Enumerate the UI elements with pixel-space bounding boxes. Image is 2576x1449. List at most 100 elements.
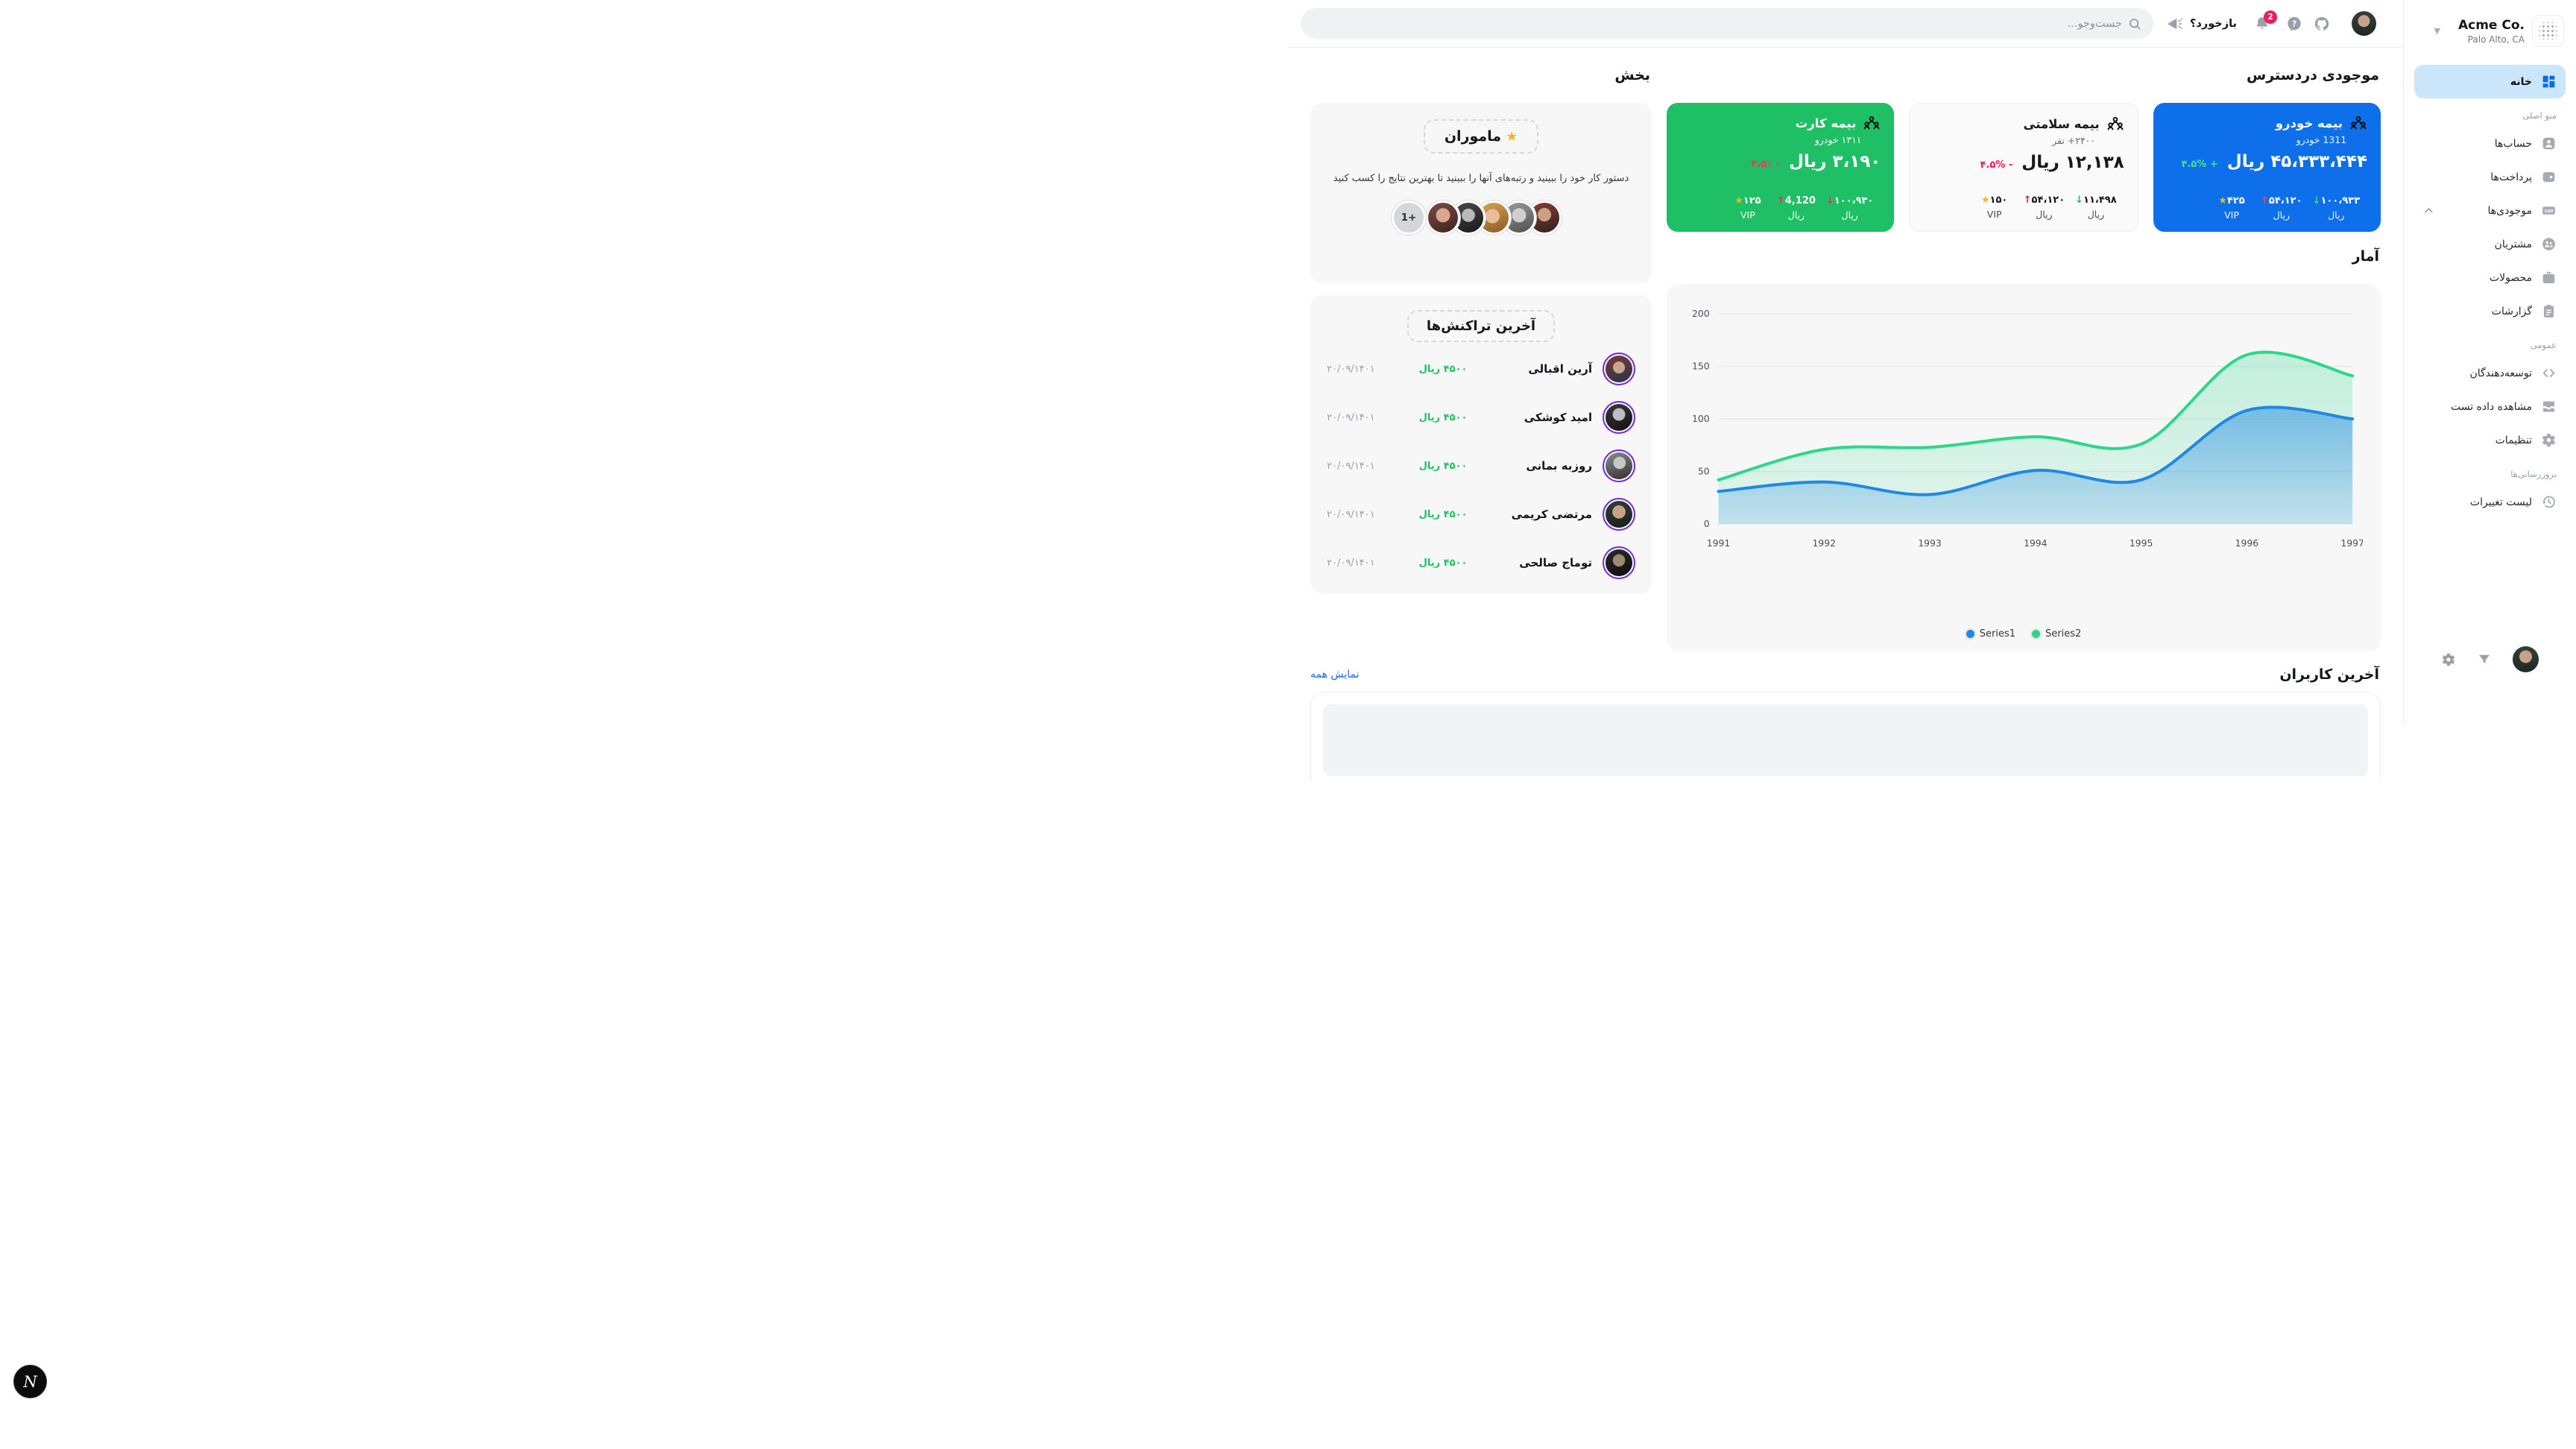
gear-icon[interactable] xyxy=(2441,652,2456,667)
company-switcher[interactable]: Acme Co. Palo Alto, CA ▼ xyxy=(2414,13,2566,54)
avatar-more-count[interactable]: 1+ xyxy=(1392,201,1426,235)
agents-description: دستور کار خود را ببینید و رتبه‌های آنها … xyxy=(1333,173,1629,184)
team-icon xyxy=(2106,115,2124,133)
transaction-date: ۲۰/۰۹/۱۴۰۱ xyxy=(1327,363,1375,375)
avatar xyxy=(1603,546,1635,579)
users-table-card xyxy=(1310,692,2381,781)
transaction-row[interactable]: آرین اقبالی ۴۵۰۰ ریال ۲۰/۰۹/۱۴۰۱ xyxy=(1327,353,1635,385)
search-icon xyxy=(2130,18,2141,29)
avatar xyxy=(1603,401,1635,434)
transaction-row[interactable]: مرتضی کریمی ۴۵۰۰ ریال ۲۰/۰۹/۱۴۰۱ xyxy=(1327,498,1635,531)
card-stat: ۴۲۵★ VIP xyxy=(2218,195,2245,221)
transaction-row[interactable]: توماج صالحی ۴۵۰۰ ریال ۲۰/۰۹/۱۴۰۱ xyxy=(1327,546,1635,579)
star-icon: ★ xyxy=(1734,195,1743,206)
card-stat: ۱۵۰★ VIP xyxy=(1980,195,2008,220)
transactions-card: آخرین تراکنش‌ها آرین اقبالی ۴۵۰۰ ریال ۲۰… xyxy=(1310,295,1652,594)
legend-item[interactable]: Series2 xyxy=(2032,628,2081,640)
avatar[interactable] xyxy=(1477,201,1511,235)
sidebar-item-label: حساب‌ها xyxy=(2494,137,2532,150)
transaction-amount: ۴۵۰۰ ریال xyxy=(1418,411,1468,423)
profile-avatar[interactable] xyxy=(2352,11,2376,36)
avatar xyxy=(1603,498,1635,531)
transactions-title-pill: آخرین تراکنش‌ها xyxy=(1407,310,1556,342)
notifications-button[interactable]: 2 xyxy=(2254,10,2277,32)
transaction-row[interactable]: امید کوشکی ۴۵۰۰ ریال ۲۰/۰۹/۱۴۰۱ xyxy=(1327,401,1635,434)
chart-legend[interactable]: Series1 Series2 xyxy=(1685,628,2363,640)
svg-text:1993: 1993 xyxy=(1918,537,1941,549)
sidebar-item-test-data[interactable]: مشاهده داده تست xyxy=(2414,390,2566,423)
filter-icon[interactable] xyxy=(2477,652,2492,667)
sidebar-item-payments[interactable]: پرداخت‌ها xyxy=(2414,160,2566,194)
transaction-amount: ۴۵۰۰ ریال xyxy=(1418,460,1468,472)
card-value: ۴۵،۳۳۳،۴۴۴ ریال xyxy=(2226,152,2367,171)
company-logo-icon xyxy=(2532,15,2564,47)
card-delta: ۴.۵% + xyxy=(2181,159,2218,170)
sidebar-item-label: توسعه‌دهندگان xyxy=(2469,367,2532,379)
card-stat: ۵۴،۱۲۰↑ ریال xyxy=(2023,195,2065,220)
card-stat: ۱۰۰،۹۳۳↓ ریال xyxy=(2312,195,2360,221)
transactions-title: آخرین تراکنش‌ها xyxy=(1426,318,1536,334)
help-icon[interactable]: ? xyxy=(2286,16,2302,32)
agents-avatars: 1+ xyxy=(1392,201,1562,235)
star-icon: ★ xyxy=(1980,195,1990,206)
arrow-up-icon: ↑ xyxy=(1776,195,1785,206)
svg-text:0: 0 xyxy=(1704,518,1710,529)
sidebar-item-developers[interactable]: توسعه‌دهندگان xyxy=(2414,356,2566,390)
transaction-row[interactable]: روزبه بمانی ۴۵۰۰ ریال ۲۰/۰۹/۱۴۰۱ xyxy=(1327,449,1635,482)
feedback-button[interactable]: بازخورد؟ xyxy=(2168,16,2237,32)
stat-card-health-insurance[interactable]: بیمه سلامتی ۲۴۰۰+ نفر ۱۲,۱۳۸ ریال ۴.۵% - xyxy=(1909,103,2138,232)
company-name: Acme Co. xyxy=(2457,17,2525,33)
transaction-name: آرین اقبالی xyxy=(1528,362,1592,376)
stat-card-card-insurance[interactable]: بیمه کارت ۱۳۱۱ خودرو ۳،۱۹۰ ریال ۴،۵٪ - ۱ xyxy=(1667,103,1895,232)
show-all-link[interactable]: نمایش همه xyxy=(1310,669,1360,681)
sidebar-item-products[interactable]: محصولات xyxy=(2414,261,2566,294)
sidebar-item-inventory[interactable]: 100 موجودی‌ها xyxy=(2414,194,2566,227)
svg-text:?: ? xyxy=(2292,19,2296,28)
section-column: بخش ★ ماموران دستور کار خود را ببینید و … xyxy=(1310,67,1652,594)
github-icon[interactable] xyxy=(2314,16,2330,32)
stat-card-car-insurance[interactable]: بیمه خودرو 1311 خودرو ۴۵،۳۳۳،۴۴۴ ریال ۴.… xyxy=(2153,103,2381,232)
section-heading: بخش xyxy=(1614,67,1650,83)
sidebar-item-label: موجودی‌ها xyxy=(2487,204,2532,217)
legend-item[interactable]: Series1 xyxy=(1966,628,2015,640)
sidebar-item-accounts[interactable]: حساب‌ها xyxy=(2414,127,2566,160)
svg-text:150: 150 xyxy=(1692,360,1710,371)
transaction-date: ۲۰/۰۹/۱۴۰۱ xyxy=(1327,508,1375,520)
avatar xyxy=(1603,353,1635,385)
card-stat: ۱۰۰،۹۳۰↓ ریال xyxy=(1825,195,1874,221)
card-subtitle: ۲۴۰۰+ نفر xyxy=(2052,135,2096,146)
users-section-header: آخرین کاربران نمایش همه xyxy=(1310,666,2381,683)
sidebar-item-label: پرداخت‌ها xyxy=(2490,171,2532,183)
svg-text:200: 200 xyxy=(1692,308,1710,319)
card-stat: 4,120↑ ریال xyxy=(1776,195,1816,221)
nav-section-general: عمومی xyxy=(2530,340,2557,350)
wallet-icon xyxy=(2541,169,2557,185)
transaction-name: توماج صالحی xyxy=(1519,556,1592,569)
transaction-amount: ۴۵۰۰ ریال xyxy=(1418,557,1468,569)
stats-heading: آمار xyxy=(2352,248,2379,265)
agents-title-pill: ★ ماموران xyxy=(1423,119,1539,154)
transaction-date: ۲۰/۰۹/۱۴۰۱ xyxy=(1327,557,1375,569)
arrow-down-icon: ↓ xyxy=(2312,195,2321,206)
chevron-down-icon[interactable]: ▼ xyxy=(2434,26,2440,36)
sidebar-item-changelog[interactable]: لیست تغییرات xyxy=(2414,485,2566,519)
card-stat: ۱۲۵★ VIP xyxy=(1734,195,1761,221)
sidebar-item-customers[interactable]: مشتریان xyxy=(2414,227,2566,261)
area-chart[interactable]: 0 50 100 150 200 1991 1992 1993 1994 1995 1996 1997 xyxy=(1685,300,2363,618)
svg-text:1995: 1995 xyxy=(2130,537,2153,549)
sidebar-item-reports[interactable]: گزارشات xyxy=(2414,294,2566,328)
next-dev-badge[interactable]: N xyxy=(13,1365,47,1398)
search-input[interactable] xyxy=(1313,17,2123,30)
inventory-column: موجودی دردسترس بیمه خودرو xyxy=(1667,67,2381,651)
user-avatar[interactable] xyxy=(2513,646,2539,672)
sidebar-item-home[interactable]: خانه xyxy=(2414,65,2566,98)
sidebar-item-label: لیست تغییرات xyxy=(2469,496,2532,508)
avatar[interactable] xyxy=(1426,201,1460,235)
agents-card[interactable]: ★ ماموران دستور کار خود را ببینید و رتبه… xyxy=(1310,103,1652,283)
svg-text:1994: 1994 xyxy=(2024,537,2048,549)
sidebar-item-settings[interactable]: تنظیمات xyxy=(2414,423,2566,457)
star-icon: ★ xyxy=(2218,195,2227,206)
chevron-up-icon[interactable] xyxy=(2423,205,2434,216)
card-stat: ۵۴،۱۲۰↑ ریال xyxy=(2261,195,2302,221)
company-meta: Acme Co. Palo Alto, CA xyxy=(2458,18,2525,45)
